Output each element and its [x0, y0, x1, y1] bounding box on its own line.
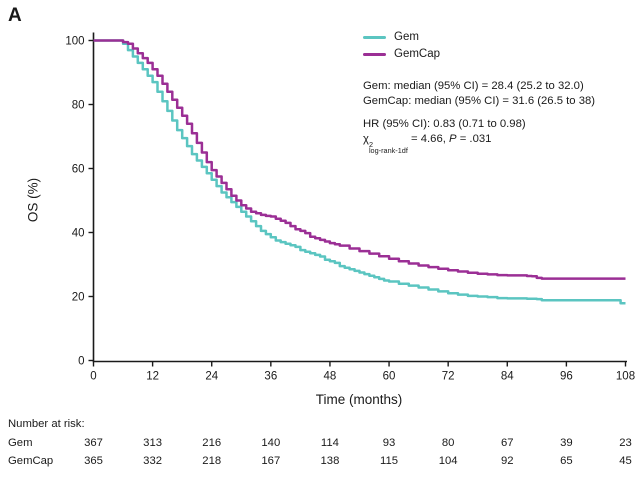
y-tick-label: 40 — [72, 228, 85, 240]
risk-value: 39 — [560, 437, 573, 449]
y-tick-label: 80 — [72, 100, 85, 112]
p-value: = .031 — [456, 132, 492, 145]
chi-supsub: 2 log-rank-1df — [368, 139, 408, 155]
chi-equals-value: = 4.66, — [407, 132, 450, 145]
y-axis-title: OS (%) — [25, 177, 41, 223]
risk-value: 167 — [261, 455, 281, 467]
risk-value: 80 — [441, 437, 455, 449]
risk-value: 23 — [619, 437, 632, 449]
chi-subscript: log-rank-1df — [368, 146, 408, 155]
x-tick-label: 96 — [560, 371, 573, 383]
risk-value: 115 — [380, 455, 399, 467]
gem-median-text: Gem: median (95% CI) = 28.4 (25.2 to 32.… — [363, 80, 584, 92]
risk-value: 218 — [202, 455, 222, 467]
legend: Gem GemCap — [363, 31, 440, 60]
risk-value: 104 — [438, 455, 458, 467]
gem-line-swatch — [363, 35, 386, 39]
x-tick-label: 60 — [383, 371, 396, 383]
risk-table-header: Number at risk: — [8, 418, 85, 430]
x-tick-label: 36 — [264, 371, 277, 383]
panel-label: A — [8, 5, 22, 26]
y-tick-label: 60 — [72, 164, 85, 176]
risk-value: 45 — [619, 455, 632, 467]
legend-label-gem: Gem — [394, 31, 419, 43]
chi-symbol: χ — [363, 132, 369, 145]
y-tick-label: 0 — [78, 356, 84, 368]
x-tick-label: 24 — [205, 371, 218, 383]
x-tick-label: 72 — [442, 371, 455, 383]
stats-annotation: Gem: median (95% CI) = 28.4 (25.2 to 32.… — [363, 79, 595, 155]
gemcap-line-swatch — [363, 52, 386, 56]
x-tick-label: 108 — [616, 371, 635, 383]
gemcap-median-text: GemCap: median (95% CI) = 31.6 (26.5 to … — [363, 94, 596, 107]
p-label: P — [449, 132, 457, 145]
legend-label-gemcap: GemCap — [394, 48, 441, 60]
risk-value: 140 — [261, 437, 281, 449]
risk-row-label-gemcap: GemCap — [8, 455, 54, 467]
x-axis-title: Time (months) — [315, 392, 403, 407]
gem-survival-curve — [93, 39, 626, 305]
risk-value: 365 — [84, 455, 103, 467]
risk-value: 67 — [500, 437, 514, 449]
risk-value: 216 — [202, 437, 222, 449]
risk-row-label-gem: Gem — [8, 437, 33, 449]
gemcap-survival-curve — [93, 39, 626, 280]
chi-superscript: 2 — [368, 139, 373, 149]
risk-value: 65 — [560, 455, 573, 467]
risk-value: 92 — [500, 455, 514, 467]
x-tick-label: 48 — [324, 371, 337, 383]
x-tick-label: 12 — [146, 371, 159, 383]
x-tick-label: 0 — [90, 371, 96, 383]
risk-value: 138 — [320, 455, 340, 467]
y-tick-label: 100 — [65, 36, 84, 48]
hazard-ratio-text: HR (95% CI): 0.83 (0.71 to 0.98) — [363, 118, 526, 130]
risk-value: 313 — [143, 437, 163, 449]
chi-square-text: χ 2 log-rank-1df = 4.66, P = .031 — [363, 132, 595, 155]
y-tick-label: 20 — [72, 292, 85, 304]
risk-value: 367 — [84, 437, 103, 449]
risk-value: 93 — [382, 437, 396, 449]
risk-value: 114 — [320, 437, 339, 449]
legend-item-gemcap: GemCap — [363, 48, 440, 60]
legend-item-gem: Gem — [363, 31, 440, 43]
risk-value: 332 — [143, 455, 163, 467]
x-tick-label: 84 — [501, 371, 514, 383]
